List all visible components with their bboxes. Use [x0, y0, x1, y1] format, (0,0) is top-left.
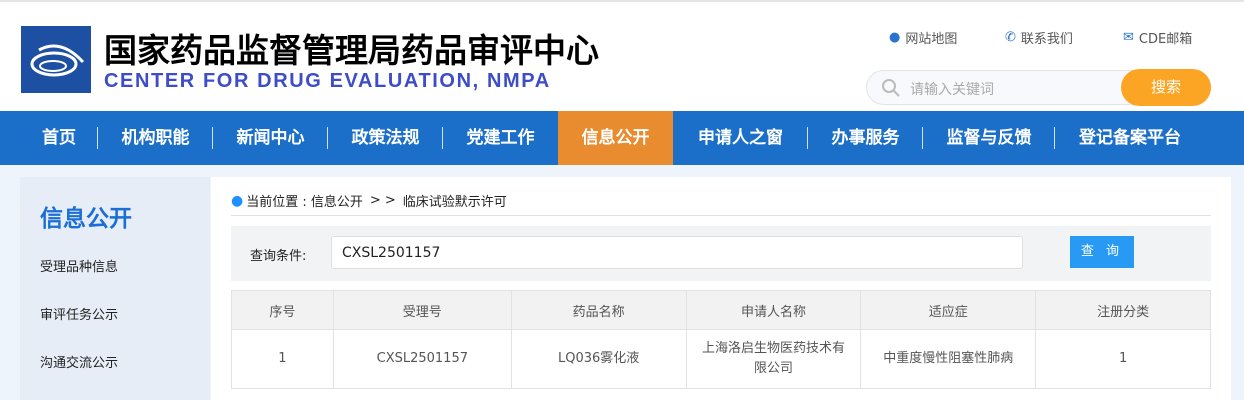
nav-news[interactable]: 新闻中心	[213, 111, 328, 165]
query-panel: 查询条件: 查 询	[231, 226, 1211, 281]
sidebar-item-accepted[interactable]: 受理品种信息	[40, 260, 119, 275]
sidebar-item-communication[interactable]: 沟通交流公示	[40, 356, 119, 371]
sidebar-item-review-tasks[interactable]: 审评任务公示	[40, 308, 119, 323]
nav-party[interactable]: 党建工作	[466, 128, 535, 148]
cell-indication: 中重度慢性阻塞性肺病	[860, 329, 1037, 389]
nav-home[interactable]: 首页	[20, 111, 98, 165]
site-map-link[interactable]: ● 网站地图	[889, 28, 957, 47]
cell-applicant: 上海洛启生物医药技术有限公司	[685, 329, 862, 389]
cell-drug-name: LQ036雾化液	[510, 329, 687, 389]
query-button[interactable]: 查 询	[1070, 236, 1134, 268]
sidebar-title: 信息公开	[40, 206, 132, 232]
nav-info[interactable]: 信息公开	[558, 111, 673, 165]
header: 国家药品监督管理局药品审评中心 CENTER FOR DRUG EVALUATI…	[0, 0, 1244, 111]
search-box[interactable]: 请输入关键词 搜索	[866, 69, 1211, 106]
nav-supervision[interactable]: 监督与反馈	[923, 111, 1055, 165]
nav-services[interactable]: 办事服务	[808, 111, 923, 165]
cell-category: 1	[1035, 329, 1211, 389]
contact-link[interactable]: ✆ 联系我们	[1005, 28, 1073, 47]
divider	[231, 215, 1211, 216]
table-header-row: 序号 受理号 药品名称 申请人名称 适应症 注册分类	[231, 290, 1211, 330]
query-input[interactable]	[331, 236, 1023, 269]
site-map-label: 网站地图	[905, 32, 958, 47]
contact-label: 联系我们	[1020, 32, 1073, 47]
cde-logo[interactable]	[21, 26, 91, 93]
breadcrumb: ● 当前位置 : 信息公开 > > 临床试验默示许可	[231, 191, 507, 211]
cell-index: 1	[231, 329, 334, 389]
col-header-drug-name: 药品名称	[510, 290, 687, 330]
main-nav: 首页 机构职能 新闻中心 政策法规 党建工作 信息公开 申请人之窗 办事服务 监…	[0, 111, 1244, 165]
search-icon	[882, 79, 900, 97]
nav-policy[interactable]: 政策法规	[328, 111, 443, 165]
query-label: 查询条件:	[250, 249, 307, 264]
location-pin-icon: ●	[231, 192, 244, 209]
mail-label: CDE邮箱	[1138, 32, 1193, 47]
nav-applicant[interactable]: 申请人之窗	[673, 111, 808, 165]
site-title-en: CENTER FOR DRUG EVALUATION, NMPA	[104, 70, 551, 92]
results-table: 序号 受理号 药品名称 申请人名称 适应症 注册分类 1 CXSL2501157…	[231, 290, 1211, 389]
phone-icon: ✆	[1005, 30, 1016, 45]
col-header-indication: 适应症	[860, 290, 1037, 330]
table-row: 1 CXSL2501157 LQ036雾化液 上海洛启生物医药技术有限公司 中重…	[231, 329, 1211, 389]
search-button[interactable]: 搜索	[1121, 69, 1211, 106]
mail-link[interactable]: ✉ CDE邮箱	[1123, 28, 1192, 47]
sidebar: 信息公开 受理品种信息 审评任务公示 沟通交流公示	[20, 177, 210, 400]
map-pin-icon: ●	[889, 30, 901, 45]
breadcrumb-separator: > >	[369, 193, 396, 208]
breadcrumb-current: 临床试验默示许可	[402, 195, 507, 210]
col-header-applicant: 申请人名称	[685, 290, 862, 330]
cell-acceptance-no: CXSL2501157	[332, 329, 512, 389]
col-header-category: 注册分类	[1035, 290, 1211, 330]
nav-org[interactable]: 机构职能	[98, 111, 213, 165]
main-content: ● 当前位置 : 信息公开 > > 临床试验默示许可 查询条件: 查 询 序号 …	[211, 177, 1231, 400]
nav-registration[interactable]: 登记备案平台	[1079, 128, 1181, 148]
mail-icon: ✉	[1123, 30, 1134, 45]
col-header-index: 序号	[231, 290, 334, 330]
search-input[interactable]: 请输入关键词	[910, 82, 994, 98]
site-title: 国家药品监督管理局药品审评中心	[104, 31, 599, 70]
col-header-acceptance-no: 受理号	[332, 290, 512, 330]
breadcrumb-prefix[interactable]: 当前位置 : 信息公开	[246, 195, 363, 210]
